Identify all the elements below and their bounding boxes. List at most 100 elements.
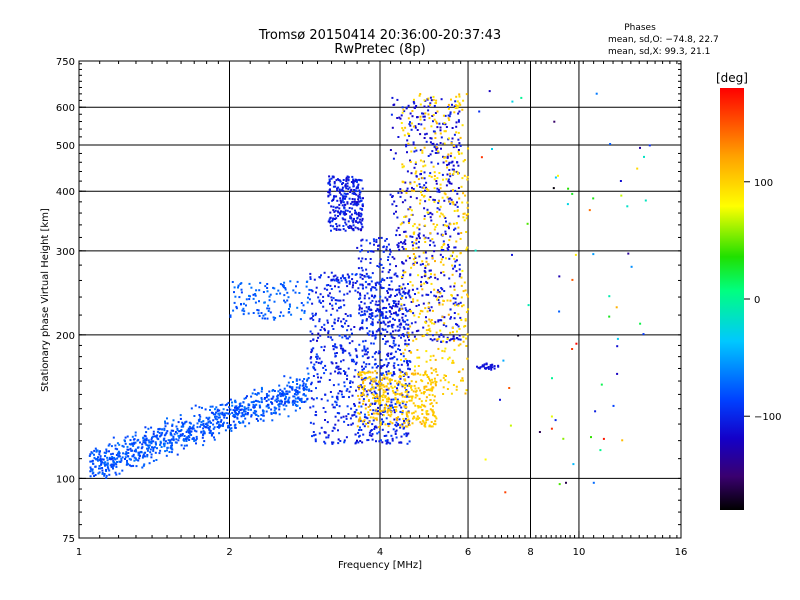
data-point	[218, 409, 221, 412]
data-point	[238, 420, 240, 423]
data-point	[360, 223, 363, 226]
data-point	[444, 114, 447, 117]
data-point	[425, 293, 428, 296]
data-point	[103, 461, 106, 464]
data-point	[373, 352, 376, 355]
data-point	[412, 258, 415, 261]
data-point	[298, 398, 301, 400]
data-point	[438, 335, 441, 338]
data-point	[288, 396, 291, 399]
data-point	[172, 438, 175, 441]
data-point	[365, 286, 368, 289]
data-point	[96, 457, 99, 460]
data-point	[328, 175, 331, 178]
data-point	[406, 170, 409, 173]
data-point	[221, 403, 224, 406]
data-point	[285, 390, 288, 393]
data-point	[383, 363, 386, 366]
data-point	[379, 258, 382, 261]
data-point	[221, 411, 224, 414]
data-point	[100, 463, 102, 466]
data-point	[338, 189, 341, 192]
data-point	[447, 107, 450, 110]
data-point	[461, 269, 464, 272]
data-point	[93, 456, 96, 459]
data-point	[423, 137, 426, 139]
data-point	[427, 213, 430, 215]
data-point	[152, 433, 155, 435]
data-point	[412, 100, 415, 103]
data-point	[409, 121, 411, 124]
data-point	[408, 257, 411, 260]
data-point	[458, 370, 461, 373]
data-point	[411, 244, 414, 247]
data-point	[309, 317, 312, 320]
data-point	[348, 396, 350, 399]
data-point	[347, 220, 350, 223]
data-point	[132, 438, 135, 441]
data-point	[312, 431, 315, 433]
data-point	[447, 178, 450, 181]
data-point	[401, 287, 404, 290]
data-point	[390, 313, 393, 315]
data-point	[374, 386, 377, 389]
data-point	[260, 397, 263, 399]
data-point	[218, 416, 221, 419]
data-point	[456, 104, 459, 107]
data-point	[443, 350, 446, 353]
data-point	[291, 388, 294, 391]
data-point	[627, 252, 630, 255]
data-point	[360, 260, 363, 263]
data-point	[423, 422, 426, 425]
data-point	[365, 327, 368, 330]
data-point	[379, 412, 382, 415]
data-point	[200, 423, 203, 426]
data-point	[272, 412, 275, 414]
data-point	[331, 307, 334, 310]
data-point	[431, 409, 434, 412]
data-point	[347, 179, 350, 181]
data-point	[359, 215, 362, 218]
data-point	[231, 404, 234, 407]
data-point	[260, 386, 263, 389]
data-point	[335, 278, 338, 280]
data-point	[571, 192, 574, 195]
data-point	[309, 272, 312, 275]
data-point	[346, 292, 349, 295]
data-point	[400, 308, 403, 311]
data-point	[451, 359, 454, 362]
data-point	[384, 406, 387, 409]
data-point	[241, 411, 244, 414]
data-point	[392, 300, 395, 302]
data-point	[339, 440, 342, 442]
data-point	[310, 397, 313, 400]
data-point	[592, 197, 595, 200]
data-point	[429, 330, 432, 333]
data-point	[311, 435, 313, 438]
data-point	[327, 332, 330, 334]
data-point	[306, 301, 309, 304]
data-point	[323, 323, 326, 326]
data-point	[328, 178, 331, 181]
data-point	[319, 334, 322, 337]
data-point	[348, 335, 351, 338]
data-point	[291, 386, 294, 389]
data-point	[235, 412, 237, 415]
data-point	[150, 426, 153, 429]
data-point	[420, 379, 423, 382]
data-point	[425, 260, 428, 263]
data-point	[394, 430, 397, 433]
data-point	[333, 227, 336, 230]
data-point	[369, 409, 372, 411]
data-point	[385, 442, 388, 445]
data-point	[346, 405, 349, 408]
data-point	[406, 384, 409, 387]
data-point	[238, 403, 241, 405]
data-point	[356, 186, 358, 189]
data-point	[423, 217, 426, 220]
data-point	[185, 440, 188, 442]
data-point	[274, 399, 277, 402]
data-point	[237, 286, 239, 289]
data-point	[401, 411, 404, 414]
data-point	[421, 260, 424, 263]
